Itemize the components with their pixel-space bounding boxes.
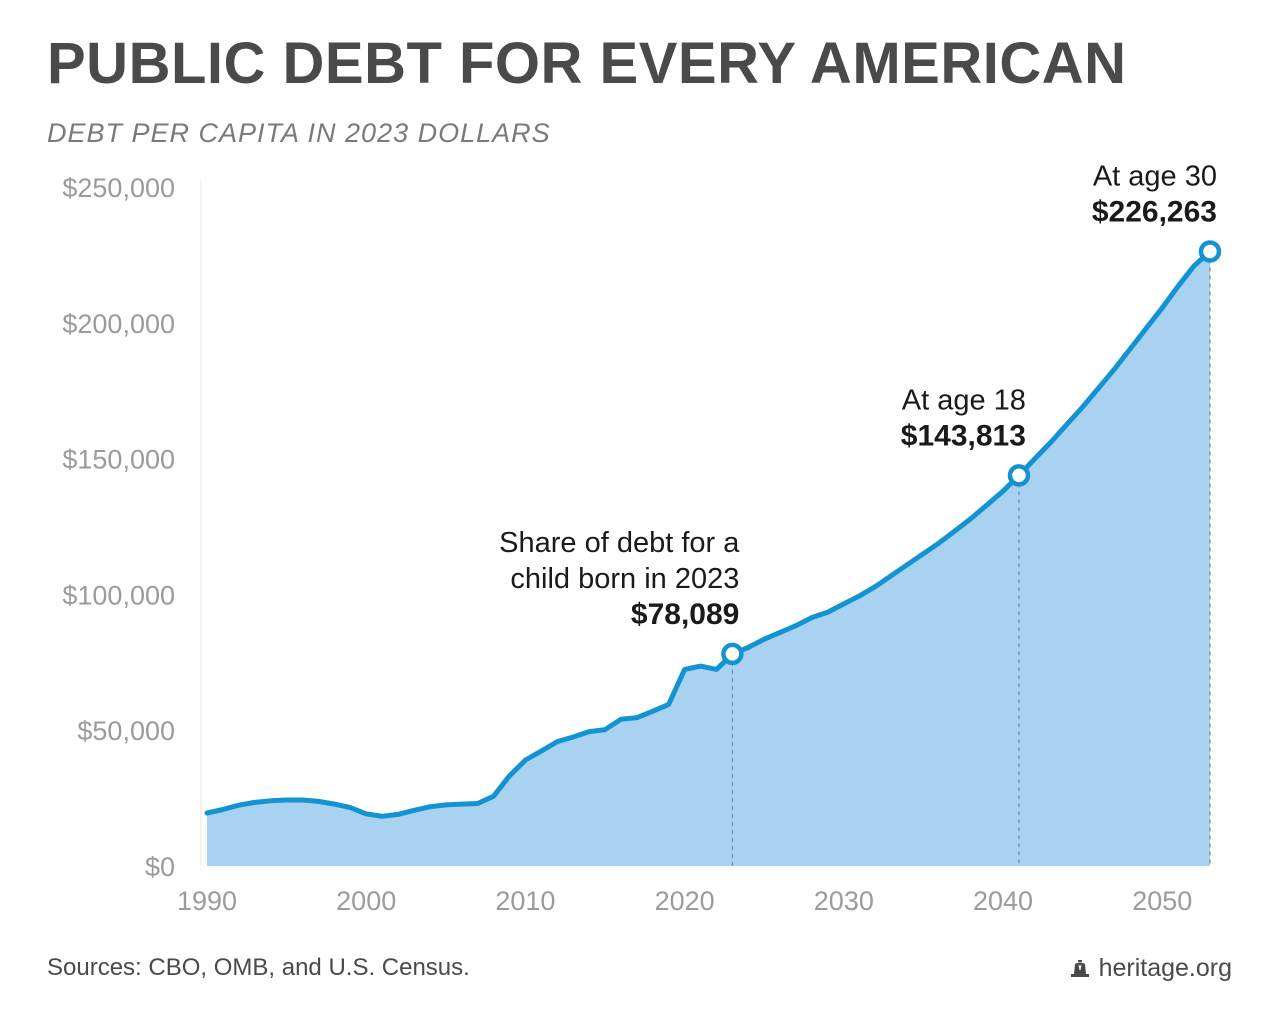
x-tick-label: 2020 (655, 886, 715, 916)
x-tick-label: 2030 (814, 886, 874, 916)
annotation-marker-0 (721, 642, 744, 666)
series-line (204, 249, 1213, 819)
area-fill (207, 251, 1210, 866)
annotation-label-1: At age 18 (902, 384, 1026, 416)
liberty-bell-icon (1070, 959, 1089, 977)
x-tick-label: 2000 (336, 886, 396, 916)
annotation-label-0: Share of debt for a (499, 527, 740, 559)
x-tick-label: 2010 (495, 886, 555, 916)
sources-note: Sources: CBO, OMB, and U.S. Census. (47, 954, 470, 981)
brand-name: heritage.org (1098, 954, 1232, 982)
y-tick-label: $0 (145, 852, 175, 882)
brand[interactable]: heritage.org (1069, 954, 1232, 983)
x-tick-label: 1990 (177, 886, 237, 916)
y-tick-label: $100,000 (62, 580, 175, 610)
annotation-label-2: At age 30 (1093, 160, 1217, 192)
y-tick-label: $50,000 (77, 716, 175, 746)
chart-subtitle: DEBT PER CAPITA IN 2023 DOLLARS (47, 118, 551, 148)
y-tick-label: $250,000 (62, 173, 175, 203)
annotation-label-0: child born in 2023 (510, 563, 739, 595)
chart-title: PUBLIC DEBT FOR EVERY AMERICAN (47, 31, 1127, 96)
x-tick-label: 2040 (973, 886, 1033, 916)
annotation-value-2: $226,263 (1092, 195, 1217, 228)
y-tick-label: $150,000 (62, 445, 175, 475)
annotation-value-0: $78,089 (631, 598, 739, 631)
annotation-value-1: $143,813 (901, 419, 1026, 452)
x-tick-label: 2050 (1132, 886, 1192, 916)
y-tick-label: $200,000 (62, 309, 175, 339)
annotation-marker-2 (1198, 240, 1222, 263)
annotation-marker-1 (1007, 464, 1031, 487)
